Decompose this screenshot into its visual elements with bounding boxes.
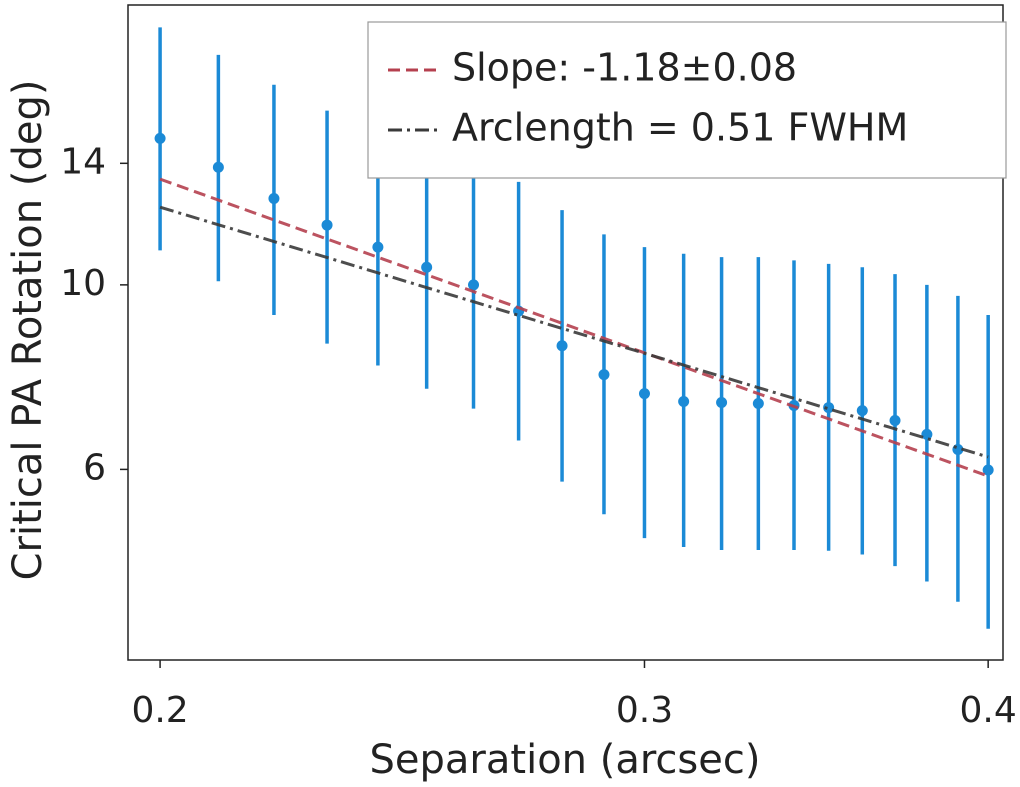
data-point bbox=[823, 402, 835, 414]
x-axis-label: Separation (arcsec) bbox=[370, 737, 761, 783]
data-point bbox=[154, 132, 166, 144]
legend-label: Arclength = 0.51 FWHM bbox=[452, 106, 908, 150]
legend-label: Slope: -1.18±0.08 bbox=[452, 46, 797, 90]
data-point bbox=[268, 193, 280, 205]
data-point bbox=[678, 396, 690, 408]
plot-frame bbox=[127, 4, 1004, 661]
data-point bbox=[638, 388, 650, 400]
legend-box bbox=[367, 21, 1007, 179]
y-tick-label: 14 bbox=[60, 141, 106, 182]
data-point bbox=[982, 464, 994, 476]
fit-line bbox=[159, 205, 989, 459]
x-tick-label: 0.4 bbox=[960, 690, 1017, 731]
data-point bbox=[752, 398, 764, 410]
data-point bbox=[889, 414, 901, 426]
y-tick-label: 6 bbox=[83, 447, 106, 488]
data-point bbox=[921, 428, 933, 440]
data-point bbox=[421, 261, 433, 273]
y-axis-label: Critical PA Rotation (deg) bbox=[5, 80, 51, 581]
x-tick-label: 0.2 bbox=[131, 690, 188, 731]
data-point bbox=[716, 397, 728, 409]
data-point bbox=[321, 219, 333, 231]
data-point bbox=[856, 405, 868, 417]
x-tick-label: 0.3 bbox=[616, 690, 673, 731]
data-point bbox=[598, 369, 610, 381]
fit-line bbox=[159, 177, 989, 478]
data-point bbox=[468, 279, 480, 291]
y-tick-label: 10 bbox=[60, 263, 106, 304]
data-point bbox=[212, 161, 224, 173]
data-point bbox=[372, 241, 384, 253]
data-point bbox=[556, 340, 568, 352]
